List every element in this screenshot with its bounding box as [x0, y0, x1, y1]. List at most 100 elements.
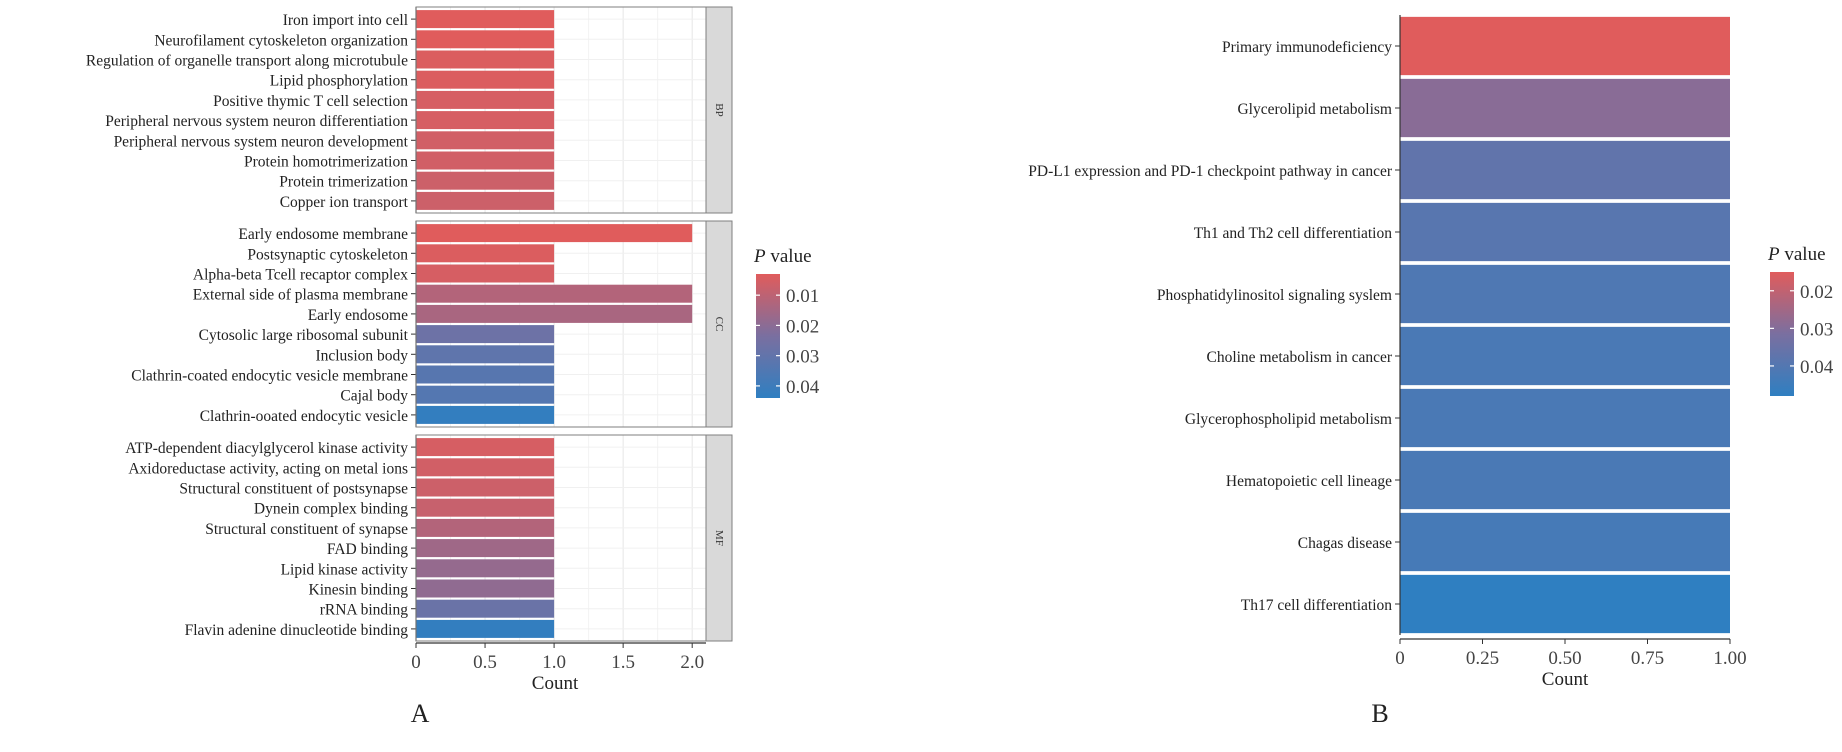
bar	[416, 539, 555, 558]
x-tick-label: 1.00	[1713, 648, 1746, 669]
legend-colorbar	[756, 274, 780, 398]
legend-tick-label: 0.04	[1800, 357, 1834, 378]
legend-title: P value	[1767, 244, 1826, 265]
bar	[416, 70, 555, 89]
bar	[416, 111, 555, 130]
legend-tick-label: 0.02	[786, 316, 819, 337]
category-label: External side of plasma membrane	[193, 287, 408, 304]
bar	[1400, 78, 1730, 138]
category-label: Hematopoietic cell lineage	[1226, 473, 1392, 490]
x-tick-label: 0	[411, 652, 421, 673]
bar	[1400, 264, 1730, 324]
category-label: Th17 cell differentiation	[1241, 597, 1392, 614]
category-label: Alpha-beta Tcell recaptor complex	[193, 267, 408, 284]
bar	[1400, 574, 1730, 634]
bar	[1400, 450, 1730, 510]
category-label: Iron import into cell	[283, 12, 408, 29]
category-label: Early endosome membrane	[238, 226, 408, 243]
legend-title: P value	[753, 246, 812, 267]
bar	[416, 304, 693, 323]
facet-cc: Early endosome membrane Postsynaptic cyto…	[131, 220, 733, 428]
category-label: Peripheral nervous system neuron differe…	[105, 113, 408, 130]
x-tick-label: 1.5	[611, 652, 635, 673]
bar	[416, 438, 555, 457]
category-label: Early endosome	[308, 307, 408, 324]
bar	[416, 518, 555, 537]
bar	[1400, 202, 1730, 262]
category-label: Phosphatidylinositol signaling syslem	[1157, 287, 1392, 304]
category-label: FAD binding	[327, 541, 408, 558]
category-label: Protein trimerization	[279, 174, 408, 191]
category-label: Structural constituent of postsynapse	[179, 481, 408, 498]
legend-tick-label: 0.01	[786, 286, 819, 307]
category-label: Clathrin-coated endocytic vesicle membra…	[131, 368, 408, 385]
category-label: Positive thymic T cell selection	[213, 93, 408, 110]
category-label: Axidoreductase activity, acting on metal…	[128, 460, 408, 477]
panel-b-chart: Primary immunodeficiency Glycerolipid met…	[1028, 15, 1834, 690]
panel-a-label: A	[411, 699, 430, 728]
category-label: Chagas disease	[1298, 535, 1392, 552]
x-tick-label: 0	[1395, 648, 1405, 669]
category-label: PD-L1 expression and PD-1 checkpoint pat…	[1028, 163, 1393, 180]
panel-a-chart: Iron import into cell Neurofilament cytos…	[86, 6, 820, 694]
bar	[416, 579, 555, 598]
bar	[1400, 512, 1730, 572]
bar	[416, 244, 555, 263]
category-label: Th1 and Th2 cell differentiation	[1194, 225, 1393, 242]
category-label: Clathrin-ooated endocytic vesicle	[200, 408, 408, 425]
pvalue-legend: P value 0.01 0.02 0.03 0.04	[753, 246, 820, 398]
bar	[416, 50, 555, 69]
panel-b-label: B	[1371, 699, 1388, 728]
category-label: Regulation of organelle transport along …	[86, 53, 408, 70]
x-tick-label: 0.75	[1631, 648, 1664, 669]
category-label: Cytosolic large ribosomal subunit	[199, 327, 409, 344]
category-label: Postsynaptic cytoskeleton	[247, 246, 408, 263]
category-label: Glycerophospholipid metabolism	[1185, 411, 1392, 428]
bar	[416, 30, 555, 49]
bar	[1400, 16, 1730, 76]
pvalue-legend: P value 0.02 0.03 0.04	[1767, 244, 1834, 396]
bar	[416, 284, 693, 303]
x-tick-label: 0.5	[473, 652, 497, 673]
bar	[416, 171, 555, 190]
bar	[1400, 140, 1730, 200]
category-label: Neurofilament cytoskeleton organization	[154, 32, 408, 49]
facet-strip	[705, 6, 733, 214]
bar	[416, 131, 555, 150]
bar	[416, 325, 555, 344]
x-axis-title: Count	[1542, 669, 1589, 690]
bar	[1400, 326, 1730, 386]
category-label: ATP-dependent diacylglycerol kinase acti…	[125, 440, 408, 457]
bar	[416, 191, 555, 210]
bar	[416, 10, 555, 29]
category-label: Choline metabolism in cancer	[1206, 349, 1392, 366]
category-label: Structural constituent of synapse	[205, 521, 408, 538]
category-label: Kinesin binding	[309, 582, 409, 599]
facet-strip-label: CC	[713, 317, 725, 332]
facet-bp: Iron import into cell Neurofilament cytos…	[86, 6, 733, 214]
x-tick-label: 2.0	[680, 652, 704, 673]
bar	[416, 458, 555, 477]
bar	[416, 90, 555, 109]
bar	[1400, 388, 1730, 448]
x-tick-label: 0.50	[1548, 648, 1581, 669]
category-label: Lipid phosphorylation	[270, 73, 408, 90]
category-label: rRNA binding	[320, 602, 409, 619]
facet-mf: ATP-dependent diacylglycerol kinase acti…	[125, 434, 733, 642]
legend-tick-label: 0.02	[1800, 282, 1833, 303]
x-axis-title: Count	[532, 673, 579, 694]
x-tick-label: 0.25	[1466, 648, 1499, 669]
legend-tick-label: 0.03	[1800, 319, 1833, 340]
bar	[416, 405, 555, 424]
category-label: Flavin adenine dinucleotide binding	[185, 622, 409, 639]
legend-tick-label: 0.04	[786, 377, 820, 398]
bar	[416, 599, 555, 618]
category-label: Glycerolipid metabolism	[1237, 101, 1392, 118]
facet-strip-label: BP	[713, 103, 725, 116]
x-axis: 0 0.25 0.50 0.75 1.00 Count	[1395, 638, 1747, 690]
legend-colorbar	[1770, 272, 1794, 396]
category-label: Cajal body	[340, 388, 408, 405]
legend-tick-label: 0.03	[786, 347, 819, 368]
